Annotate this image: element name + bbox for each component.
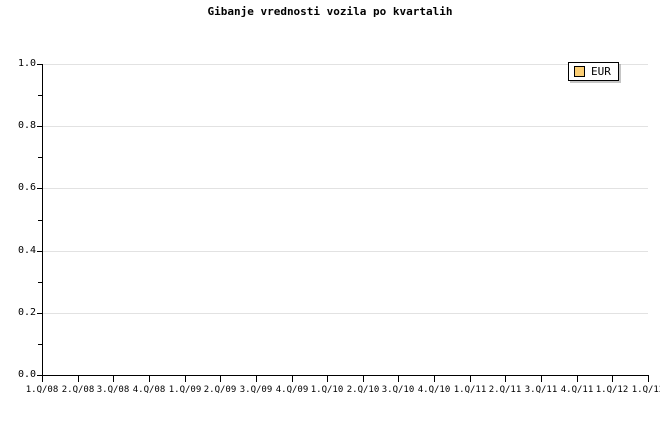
x-axis-tick-label: 3.Q/10 — [381, 385, 415, 395]
y-axis-tick — [37, 375, 42, 376]
y-axis-tick — [37, 313, 42, 314]
y-axis-tick-label: 0.8 — [17, 120, 36, 131]
x-axis-tick — [292, 376, 293, 382]
x-axis-tick — [363, 376, 364, 382]
gridline — [42, 126, 648, 128]
chart-title: Gibanje vrednosti vozila po kvartalih — [207, 5, 453, 18]
plot-area — [42, 64, 648, 375]
y-axis-minor-tick — [38, 344, 42, 345]
x-axis-tick — [78, 376, 79, 382]
y-axis-tick — [37, 64, 42, 65]
x-axis-tick — [149, 376, 150, 382]
x-axis-tick-label: 3.Q/08 — [96, 385, 130, 395]
y-axis-tick-label: 0.2 — [17, 307, 36, 318]
legend[interactable]: EUR — [568, 62, 619, 81]
x-axis-tick — [256, 376, 257, 382]
x-axis-tick — [398, 376, 399, 382]
x-axis-tick — [113, 376, 114, 382]
x-axis-tick — [577, 376, 578, 382]
legend-label: EUR — [591, 65, 611, 78]
x-axis-tick-label: 4.Q/08 — [132, 385, 166, 395]
y-axis-minor-tick — [38, 157, 42, 158]
x-axis-tick — [648, 376, 649, 382]
x-axis-tick-label: 1.Q/09 — [168, 385, 202, 395]
x-axis-tick — [185, 376, 186, 382]
x-axis-tick-label: 1.Q/12 — [595, 385, 629, 395]
x-axis-tick — [42, 376, 43, 382]
y-axis-labels: 0.0 0.2 0.4 0.6 0.8 1.0 — [0, 0, 36, 440]
x-axis-tick — [470, 376, 471, 382]
y-axis-tick — [37, 188, 42, 189]
y-axis-tick — [37, 126, 42, 127]
y-axis-tick — [37, 251, 42, 252]
x-axis-tick-label: 1.Q/08 — [25, 385, 59, 395]
gridline — [42, 64, 648, 65]
y-axis-minor-tick — [38, 220, 42, 221]
y-axis-line — [42, 64, 43, 376]
x-axis-tick — [541, 376, 542, 382]
y-axis-tick-label: 0.0 — [17, 369, 36, 380]
x-axis-tick-label: 4.Q/09 — [275, 385, 309, 395]
gridline — [42, 188, 648, 190]
x-axis-tick-label: 4.Q/10 — [417, 385, 451, 395]
x-axis-tick — [220, 376, 221, 382]
y-axis-tick-label: 0.6 — [17, 182, 36, 193]
x-axis-tick-label: 1.Q/10 — [310, 385, 344, 395]
x-axis-tick-label: 3.Q/09 — [239, 385, 273, 395]
x-axis-tick-label: 3.Q/11 — [524, 385, 558, 395]
x-axis-tick — [505, 376, 506, 382]
x-axis-tick-label: 2.Q/11 — [488, 385, 522, 395]
y-axis-minor-tick — [38, 282, 42, 283]
gridline — [42, 250, 648, 252]
x-axis-tick-label: 2.Q/09 — [203, 385, 237, 395]
gridline — [42, 312, 648, 314]
x-axis-tick — [434, 376, 435, 382]
x-axis-tick — [612, 376, 613, 382]
x-axis-tick-label: 2.Q/08 — [61, 385, 95, 395]
y-axis-tick-label: 0.4 — [17, 245, 36, 256]
x-axis-line — [42, 375, 649, 376]
x-axis-tick-label: 4.Q/11 — [560, 385, 594, 395]
x-axis-tick-label: 2.Q/10 — [346, 385, 380, 395]
x-axis-tick — [327, 376, 328, 382]
x-axis-tick-label: 1.Q/12 — [631, 385, 660, 395]
y-axis-minor-tick — [38, 95, 42, 96]
legend-swatch-icon — [574, 66, 585, 77]
y-axis-tick-label: 1.0 — [17, 58, 36, 69]
x-axis-tick-label: 1.Q/11 — [453, 385, 487, 395]
